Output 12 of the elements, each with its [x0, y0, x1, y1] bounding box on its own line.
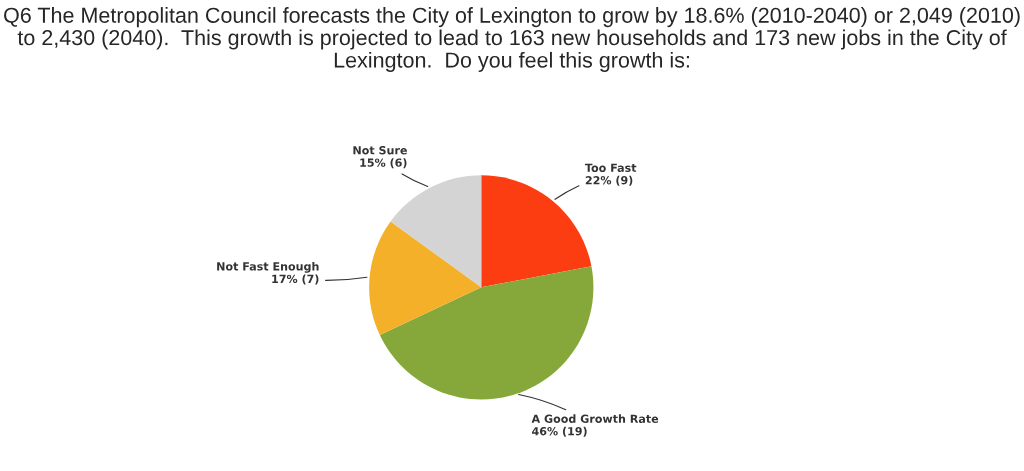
data-label: 46% (19) — [532, 426, 587, 437]
pie-slice — [390, 175, 482, 288]
data-label: 17% (7) — [272, 274, 319, 285]
slice-label: Too Fast — [584, 163, 637, 172]
chart-title: Q6 The Metropolitan Council forecasts the City of Lexington to grow by 18.6% (2010-2040) or 2,049 (2010) to 2,430 (2040). This growth is projected to lead to 163 new households and 173 new jobs in the City of Lexington. Do you feel this growth is: — [4, 7, 1020, 72]
slice-label: Not Sure — [353, 146, 407, 155]
data-label: 22% (9) — [585, 175, 633, 186]
pie-slice — [369, 221, 482, 336]
slice-label: Not Fast Enough — [217, 261, 319, 273]
slice-label: A Good Growth Rate — [531, 414, 659, 423]
pie-slice — [379, 266, 594, 400]
data-label: 15% (6) — [360, 158, 407, 169]
